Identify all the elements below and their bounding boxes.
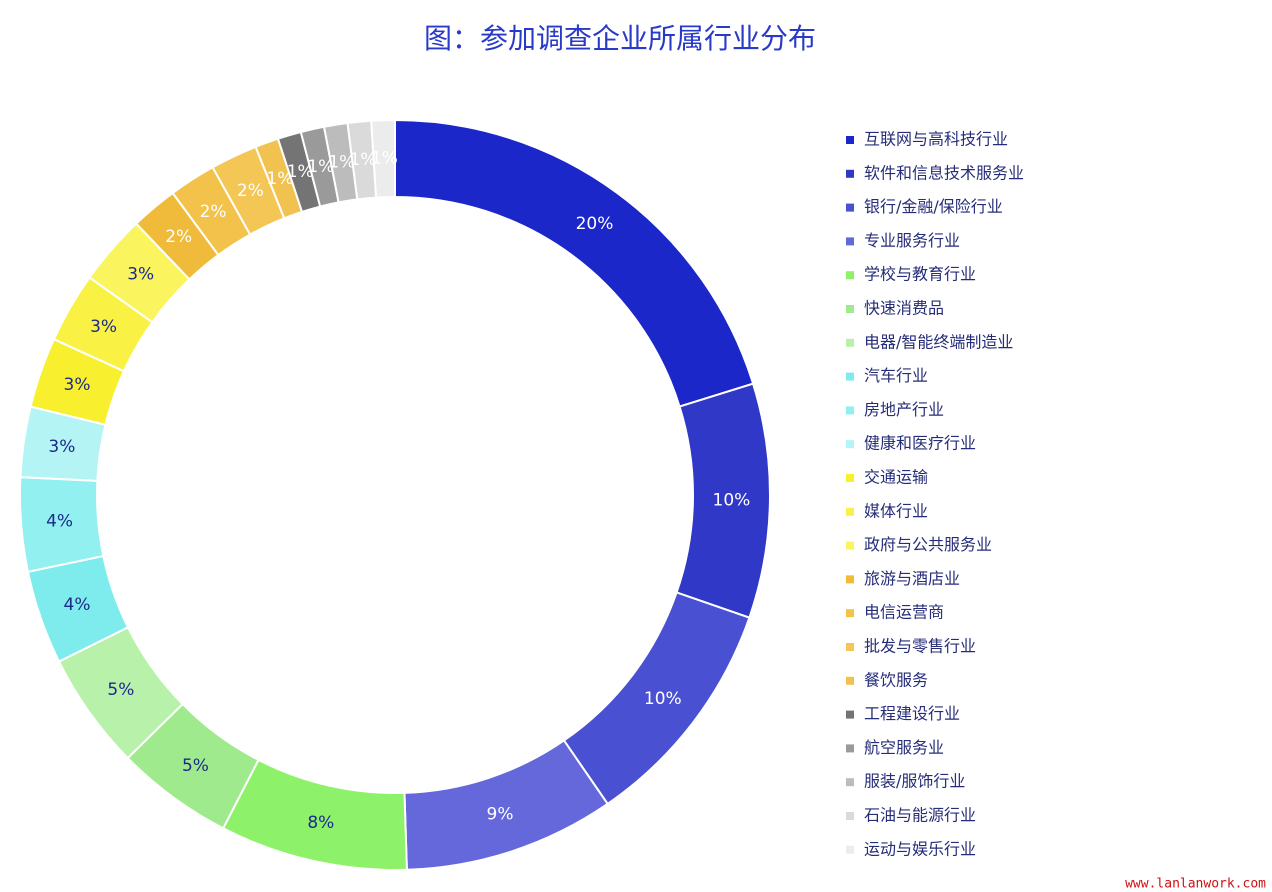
slice-label: 3% <box>48 437 75 457</box>
legend-swatch <box>846 676 854 685</box>
legend-swatch <box>846 643 854 651</box>
legend-label: 健康和医疗行业 <box>864 434 976 453</box>
legend-label: 餐饮服务 <box>864 670 928 689</box>
slice-label: 10% <box>713 490 751 510</box>
slice <box>370 118 396 199</box>
slice-label: 5% <box>107 680 134 700</box>
slice-label: 1% <box>371 149 398 169</box>
legend-label: 石油与能源行业 <box>864 806 976 825</box>
legend-swatch <box>846 136 854 144</box>
legend-swatch <box>846 440 854 449</box>
legend-swatch <box>846 507 854 516</box>
slice-label: 3% <box>90 317 117 337</box>
slice-label: 20% <box>576 214 614 234</box>
legend-swatch <box>846 710 854 719</box>
legend-label: 软件和信息技术服务业 <box>864 163 1024 182</box>
slice-label: 2% <box>165 227 192 247</box>
legend-swatch <box>846 372 854 381</box>
legend-swatch <box>846 237 854 246</box>
slice-label: 1% <box>307 157 334 177</box>
legend-swatch <box>846 541 854 550</box>
slice-label: 10% <box>644 689 682 709</box>
legend-swatch <box>846 271 854 280</box>
legend-swatch <box>846 812 854 820</box>
legend-swatch <box>846 744 854 753</box>
slice-label: 5% <box>182 756 209 776</box>
slice-label: 2% <box>200 202 227 222</box>
legend-swatch <box>846 575 854 584</box>
legend-label: 学校与教育行业 <box>864 265 976 284</box>
legend-swatch <box>846 305 854 313</box>
legend-label: 批发与零售行业 <box>864 637 976 656</box>
legend-label: 政府与公共服务业 <box>864 535 992 554</box>
legend-swatch <box>846 474 854 482</box>
legend-label: 房地产行业 <box>864 400 944 419</box>
slice-label: 1% <box>266 169 293 189</box>
legend-label: 服装/服饰行业 <box>864 772 965 791</box>
slice <box>394 118 755 408</box>
slice-label: 2% <box>237 181 264 201</box>
slice-label: 1% <box>350 150 377 170</box>
slice-label: 3% <box>127 265 154 285</box>
legend-label: 交通运输 <box>864 468 928 487</box>
legend-label: 汽车行业 <box>864 366 928 385</box>
legend-swatch <box>846 203 854 212</box>
legend-swatch <box>846 609 854 618</box>
chart-title: 图：参加调查企业所属行业分布 <box>424 22 816 55</box>
legend-label: 旅游与酒店业 <box>864 569 960 588</box>
slice-label: 1% <box>287 162 314 182</box>
legend-label: 媒体行业 <box>864 501 928 520</box>
slice-label: 4% <box>64 595 91 615</box>
slice-label: 4% <box>46 512 73 532</box>
legend-label: 专业服务行业 <box>864 231 960 250</box>
legend-label: 工程建设行业 <box>864 704 960 723</box>
legend-label: 电信运营商 <box>864 603 944 622</box>
slice-label: 1% <box>328 153 355 173</box>
legend-label: 电器/智能终端制造业 <box>864 332 1013 351</box>
legend-swatch <box>846 406 854 415</box>
legend-label: 航空服务业 <box>864 738 944 757</box>
slice-label: 8% <box>307 813 334 833</box>
legend-label: 快速消费品 <box>864 299 944 318</box>
legend-swatch <box>846 169 854 178</box>
legend-swatch <box>846 845 854 854</box>
legend-swatch <box>846 338 854 347</box>
legend-label: 银行/金融/保险行业 <box>864 197 1003 216</box>
legend-label: 运动与娱乐行业 <box>864 839 976 858</box>
legend-label: 互联网与高科技行业 <box>864 130 1008 149</box>
legend-swatch <box>846 778 854 787</box>
slice-label: 3% <box>64 375 91 395</box>
watermark: www.lanlanwork.com <box>1125 877 1266 892</box>
slice-label: 9% <box>487 805 514 825</box>
